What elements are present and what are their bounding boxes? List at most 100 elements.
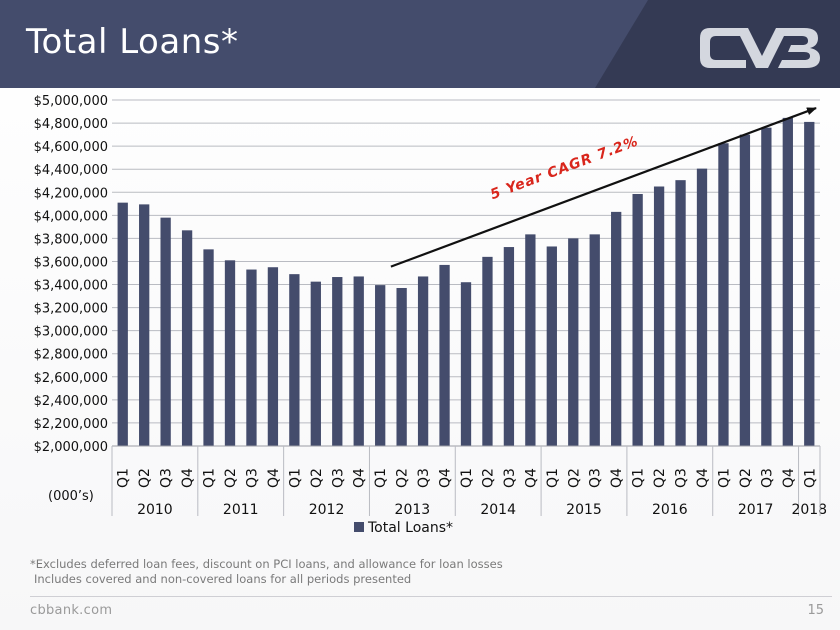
- x-tick-label: Q1: [287, 468, 303, 488]
- page-number: 15: [807, 603, 824, 618]
- y-tick-label: $3,000,000: [34, 325, 108, 340]
- legend-swatch: [354, 522, 364, 532]
- bar: [460, 282, 472, 446]
- x-tick-label: Q1: [202, 468, 218, 488]
- bar-chart: $2,000,000 $2,200,000 $2,400,000 $2,600,000…: [34, 94, 828, 536]
- bar: [696, 168, 708, 446]
- bar: [568, 238, 579, 446]
- cagr-arrow: [390, 107, 817, 268]
- bar: [417, 276, 429, 446]
- bar: [675, 180, 686, 446]
- y-tick-label: $5,000,000: [34, 94, 108, 109]
- y-tick-label: $2,200,000: [34, 417, 108, 432]
- page-title: Total Loans*: [26, 22, 239, 62]
- x-tick-label: Q1: [373, 468, 389, 488]
- x-tick-label: Q2: [309, 468, 325, 488]
- y-tick-label: $3,400,000: [34, 279, 108, 294]
- bar: [653, 186, 665, 446]
- y-axis-ticks: $2,000,000 $2,200,000 $2,400,000 $2,600,000…: [34, 94, 108, 455]
- footnote-line-2: Includes covered and non-covered loans f…: [34, 572, 412, 586]
- bar: [589, 234, 600, 446]
- year-label: 2013: [395, 502, 431, 518]
- x-tick-label: Q1: [631, 468, 647, 488]
- x-tick-label: Q4: [781, 468, 797, 488]
- year-label: 2015: [566, 502, 602, 518]
- x-tick-label: Q2: [223, 468, 239, 488]
- y-tick-label: $4,800,000: [34, 117, 108, 132]
- bar: [782, 117, 793, 447]
- header-band: [0, 0, 840, 88]
- bar: [396, 287, 407, 446]
- year-label: 2018: [791, 502, 827, 518]
- bar: [203, 249, 214, 446]
- footnote: *Excludes deferred loan fees, discount o…: [30, 557, 503, 587]
- title-band-accent: [595, 0, 840, 88]
- bar: [310, 281, 321, 446]
- x-tick-label: Q4: [352, 468, 368, 488]
- bar: [804, 121, 815, 446]
- x-tick-label: Q2: [566, 468, 582, 488]
- y-axis-unit-label: (000’s): [48, 489, 94, 504]
- legend-label: Total Loans*: [367, 520, 453, 536]
- bar: [375, 285, 386, 446]
- x-tick-label: Q1: [545, 468, 561, 488]
- x-tick-label: Q4: [438, 468, 454, 488]
- year-label: 2016: [652, 502, 688, 518]
- x-tick-label: Q1: [459, 468, 475, 488]
- x-tick-label: Q4: [609, 468, 625, 488]
- bar: [332, 277, 343, 446]
- x-tick-label: Q2: [137, 468, 153, 488]
- year-label: 2012: [309, 502, 345, 518]
- bar: [139, 204, 150, 446]
- x-tick-label: Q4: [695, 468, 711, 488]
- y-tick-label: $2,400,000: [34, 394, 108, 409]
- x-tick-label: Q4: [523, 468, 539, 488]
- y-tick-label: $4,200,000: [34, 186, 108, 201]
- x-axis: Q1 Q2 Q3 Q4 Q1 Q2 Q3 Q4 Q1 Q2 Q3 Q4 Q1 Q2 Q3 Q4 Q1 Q2 Q3 Q4…: [111, 445, 827, 518]
- x-tick-label: Q3: [159, 468, 175, 488]
- bar: [160, 217, 171, 446]
- bar: [117, 202, 128, 446]
- x-tick-label: Q2: [395, 468, 411, 488]
- x-tick-label: Q4: [180, 468, 196, 488]
- year-label: 2010: [137, 502, 173, 518]
- bar: [353, 276, 364, 446]
- x-tick-label: Q2: [652, 468, 668, 488]
- x-tick-label: Q3: [244, 468, 260, 488]
- cagr-annotation: 5 Year CAGR 7.2%: [390, 107, 817, 268]
- bar: [718, 143, 729, 446]
- y-tick-label: $2,800,000: [34, 348, 108, 363]
- x-tick-label: Q3: [588, 468, 604, 488]
- cvb-logo: [700, 28, 820, 68]
- bar: [439, 264, 450, 446]
- year-label: 2014: [480, 502, 516, 518]
- bar: [632, 193, 643, 446]
- y-tick-label: $3,600,000: [34, 255, 108, 270]
- bars: [117, 117, 815, 447]
- bar: [761, 127, 772, 447]
- x-tick-label: Q1: [116, 468, 132, 488]
- bar: [267, 267, 279, 446]
- bar: [611, 211, 622, 446]
- x-tick-label: Q4: [266, 468, 282, 488]
- year-label: 2011: [223, 502, 259, 518]
- y-tick-label: $3,200,000: [34, 302, 108, 317]
- y-tick-label: $3,800,000: [34, 232, 108, 247]
- x-tick-label: Q3: [674, 468, 690, 488]
- x-tick-label: Q1: [802, 468, 818, 488]
- x-tick-label: Q1: [716, 468, 732, 488]
- x-tick-label: Q3: [416, 468, 432, 488]
- y-tick-label: $4,600,000: [34, 140, 108, 155]
- bar: [224, 260, 236, 446]
- y-tick-label: $2,000,000: [34, 440, 108, 455]
- x-tick-label: Q2: [480, 468, 496, 488]
- x-tick-label: Q3: [502, 468, 518, 488]
- x-tick-label: Q3: [330, 468, 346, 488]
- bar: [546, 246, 557, 446]
- bar: [482, 256, 493, 446]
- footer-website: cbbank.com: [30, 603, 113, 618]
- footer-divider: [30, 596, 832, 597]
- bar: [181, 230, 193, 446]
- bar: [289, 274, 300, 446]
- y-tick-label: $2,600,000: [34, 371, 108, 386]
